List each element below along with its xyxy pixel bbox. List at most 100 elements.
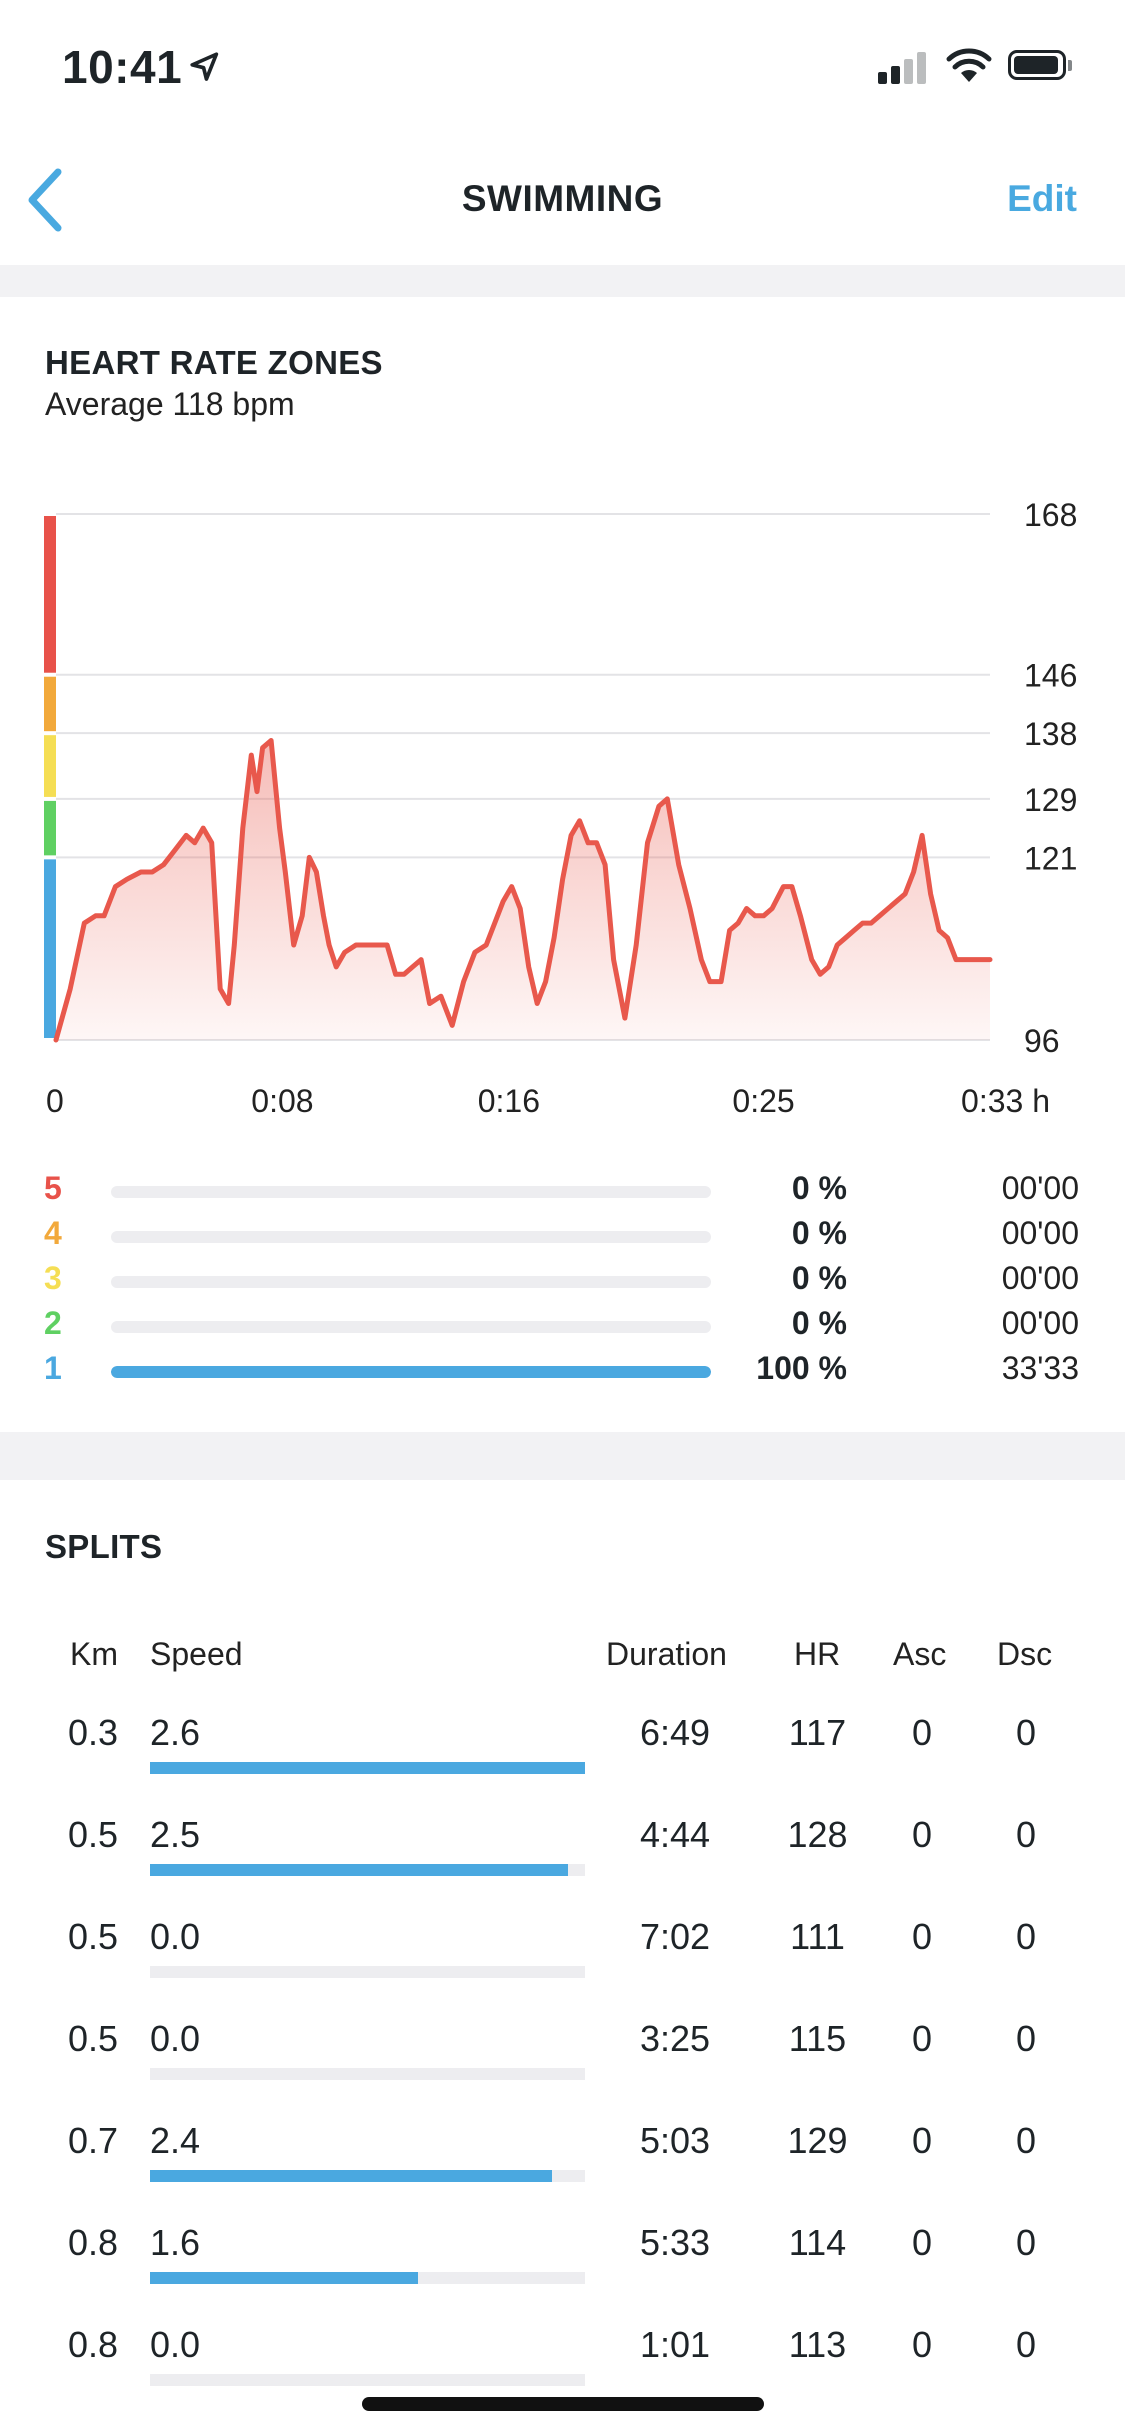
zone-row-2: 2 0 % 00'00 <box>0 1305 1125 1350</box>
speed-bar <box>150 1762 585 1774</box>
split-dsc: 0 <box>1015 1712 1037 1753</box>
speed-bar-fill <box>150 1762 585 1774</box>
col-header-km: Km <box>70 1636 118 1672</box>
speed-bar <box>150 1966 585 1978</box>
split-km: 0.5 <box>67 1814 118 1855</box>
split-row: 0.5 2.5 4:44 128 0 0 <box>0 1814 1125 1894</box>
y-tick-label: 168 <box>1024 497 1077 533</box>
split-duration: 3:25 <box>639 2018 711 2059</box>
split-row: 0.7 2.4 5:03 129 0 0 <box>0 2120 1125 2200</box>
zone-percent: 0 % <box>791 1170 847 1206</box>
x-tick-label: 0:16 <box>478 1083 540 1119</box>
zone-band-1 <box>44 859 56 1038</box>
split-speed: 2.5 <box>150 1814 201 1855</box>
split-speed: 0.0 <box>150 1916 201 1957</box>
split-dsc: 0 <box>1015 2018 1037 2059</box>
split-hr: 113 <box>788 2324 847 2365</box>
section-divider <box>0 265 1125 297</box>
split-row: 0.3 2.6 6:49 117 0 0 <box>0 1712 1125 1792</box>
split-km: 0.7 <box>67 2120 118 2161</box>
zone-number: 4 <box>44 1215 62 1251</box>
y-tick-label: 121 <box>1024 840 1077 876</box>
speed-bar-fill <box>150 2170 552 2182</box>
split-hr: 115 <box>788 2018 847 2059</box>
split-hr: 117 <box>788 1712 847 1753</box>
wifi-icon <box>946 48 992 82</box>
zone-duration: 00'00 <box>1001 1170 1079 1206</box>
split-duration: 5:03 <box>639 2120 711 2161</box>
y-tick-label: 146 <box>1024 658 1077 694</box>
split-dsc: 0 <box>1015 2222 1037 2263</box>
split-hr: 129 <box>787 2120 848 2161</box>
edit-button[interactable]: Edit <box>1007 178 1077 219</box>
zone-band-3 <box>44 735 56 797</box>
home-indicator[interactable] <box>362 2397 764 2411</box>
split-km: 0.5 <box>67 2018 118 2059</box>
heart-rate-area <box>56 740 990 1040</box>
split-asc: 0 <box>911 1916 933 1957</box>
heart-rate-chart: 168 146 138 129 121 96 0 0:08 0:16 0:25 0:33 h <box>44 497 1077 1119</box>
back-chevron-icon[interactable] <box>22 160 72 240</box>
split-hr: 114 <box>788 2222 847 2263</box>
split-km: 0.8 <box>67 2222 118 2263</box>
split-asc: 0 <box>911 1712 933 1753</box>
zone-row-1: 1 100 % 33'33 <box>0 1350 1125 1395</box>
zone-number: 5 <box>44 1170 62 1206</box>
zone-bar-fill <box>111 1366 711 1378</box>
speed-bar <box>150 2272 585 2284</box>
zone-duration: 33'33 <box>1001 1350 1079 1386</box>
x-tick-label: 0:33 h <box>961 1083 1050 1119</box>
heart-rate-title: HEART RATE ZONES <box>45 344 383 381</box>
zone-bar <box>111 1276 711 1288</box>
zone-duration: 00'00 <box>1001 1260 1079 1296</box>
speed-bar <box>150 2374 585 2386</box>
speed-bar-fill <box>150 2272 418 2284</box>
x-tick-label: 0:08 <box>251 1083 313 1119</box>
split-duration: 1:01 <box>639 2324 711 2365</box>
split-speed: 2.6 <box>150 1712 201 1753</box>
status-time: 10:41 <box>62 41 183 93</box>
split-asc: 0 <box>911 2018 933 2059</box>
split-row: 0.8 1.6 5:33 114 0 0 <box>0 2222 1125 2302</box>
split-hr: 128 <box>787 1814 848 1855</box>
zone-bar <box>111 1366 711 1378</box>
col-header-duration: Duration <box>606 1636 727 1672</box>
zone-percent: 0 % <box>791 1215 847 1251</box>
zone-band-2 <box>44 800 56 856</box>
speed-bar <box>150 2170 585 2182</box>
y-tick-label: 129 <box>1024 782 1077 818</box>
zone-number: 2 <box>44 1305 62 1341</box>
col-header-asc: Asc <box>893 1636 947 1672</box>
split-speed: 1.6 <box>150 2222 201 2263</box>
zone-bar <box>111 1186 711 1198</box>
split-row: 0.8 0.0 1:01 113 0 0 <box>0 2324 1125 2404</box>
split-dsc: 0 <box>1015 1814 1037 1855</box>
page-title: SWIMMING <box>461 178 664 219</box>
x-tick-label: 0 <box>46 1083 64 1119</box>
split-dsc: 0 <box>1015 2324 1037 2365</box>
y-tick-label: 138 <box>1024 716 1077 752</box>
zone-row-3: 3 0 % 00'00 <box>0 1260 1125 1305</box>
zone-percent: 0 % <box>791 1305 847 1341</box>
zone-number: 1 <box>44 1350 62 1386</box>
split-asc: 0 <box>911 2222 933 2263</box>
split-km: 0.8 <box>67 2324 118 2365</box>
split-row: 0.5 0.0 7:02 111 0 0 <box>0 1916 1125 1996</box>
heart-rate-average: Average 118 bpm <box>45 386 295 422</box>
split-dsc: 0 <box>1015 2120 1037 2161</box>
zone-duration: 00'00 <box>1001 1215 1079 1251</box>
split-duration: 6:49 <box>639 1712 711 1753</box>
battery-icon <box>1008 50 1066 80</box>
col-header-speed: Speed <box>150 1636 243 1672</box>
split-speed: 0.0 <box>150 2324 201 2365</box>
split-asc: 0 <box>911 1814 933 1855</box>
zone-row-4: 4 0 % 00'00 <box>0 1215 1125 1260</box>
section-divider <box>0 1432 1125 1480</box>
zone-bar <box>111 1231 711 1243</box>
split-asc: 0 <box>911 2120 933 2161</box>
speed-bar <box>150 2068 585 2080</box>
split-dsc: 0 <box>1015 1916 1037 1957</box>
col-header-hr: HR <box>794 1636 841 1672</box>
zone-bar <box>111 1321 711 1333</box>
split-speed: 0.0 <box>150 2018 201 2059</box>
